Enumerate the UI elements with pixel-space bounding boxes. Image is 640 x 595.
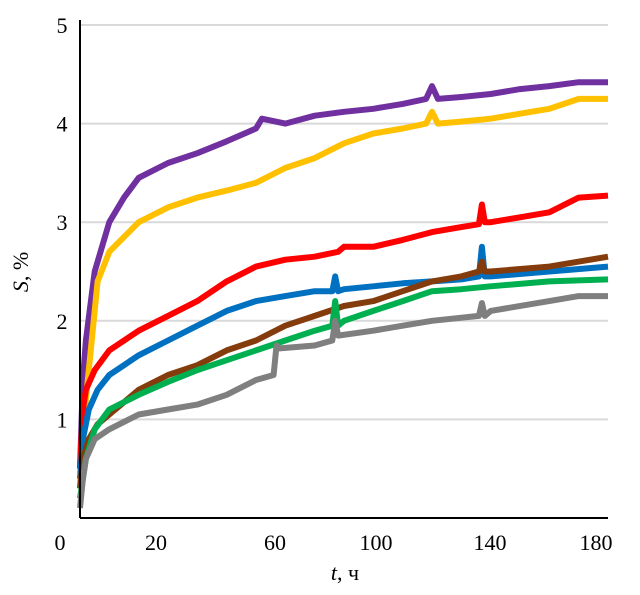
y-tick-label: 1 xyxy=(57,407,68,432)
y-tick-label: 4 xyxy=(57,112,68,137)
gridlines xyxy=(80,24,608,421)
x-tick-label: 100 xyxy=(360,530,393,555)
x-tick-labels: 0 20 60 100 140 180 xyxy=(55,530,613,555)
y-tick-label: 5 xyxy=(57,13,68,38)
x-tick-label: 0 xyxy=(55,530,66,555)
series-line-purple xyxy=(77,79,608,469)
y-axis-label: S, % xyxy=(8,252,33,292)
y-tick-label: 2 xyxy=(57,309,68,334)
y-tick-label: 3 xyxy=(57,210,68,235)
series-line-yellow xyxy=(77,95,608,489)
x-tick-label: 60 xyxy=(264,530,286,555)
series-line-blue xyxy=(77,243,609,479)
series-line-gray xyxy=(77,293,608,509)
x-tick-label: 140 xyxy=(474,530,507,555)
series-line-green xyxy=(77,276,609,499)
series-line-red xyxy=(77,192,609,469)
y-tick-labels: 1 2 3 4 5 xyxy=(57,13,68,432)
x-tick-label: 20 xyxy=(145,530,167,555)
x-axis-label: t, ч xyxy=(331,560,359,585)
x-tick-label: 180 xyxy=(580,530,613,555)
series-lines xyxy=(77,79,609,509)
